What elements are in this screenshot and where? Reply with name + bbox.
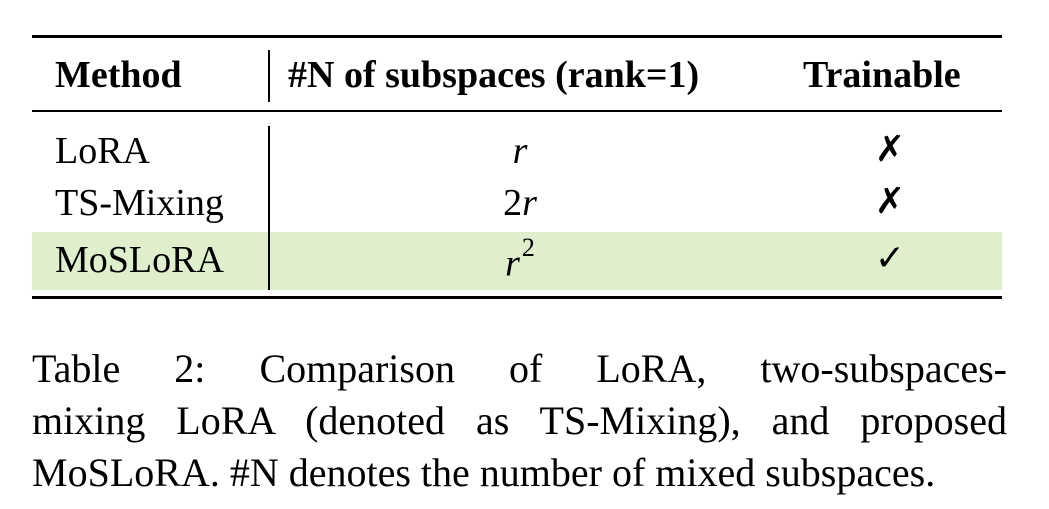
table-header-rule (32, 110, 1002, 112)
row-moslora-method: MoSLoRA (55, 239, 224, 281)
header-subspaces: #N of subspaces (rank=1) (288, 54, 700, 96)
body-column-divider (268, 126, 270, 290)
table-bottom-rule (32, 296, 1002, 299)
caption-line-1: Table 2: Comparison of LoRA, two-subspac… (32, 346, 1007, 391)
caption-line-2: mixing LoRA (denoted as TS-Mixing), and … (32, 398, 1007, 443)
row-lora-subspaces: r (512, 130, 528, 172)
row-moslora-subspaces: r2 (505, 233, 535, 285)
highlight-row-background (32, 232, 1002, 290)
header-column-divider (268, 50, 270, 102)
table-caption: Table 2: Comparison of LoRA, two-subspac… (32, 343, 1007, 499)
row-moslora-trainable-check-icon: ✓ (874, 238, 906, 279)
row-tsmixing-method: TS-Mixing (55, 182, 224, 224)
row-tsmixing-subspaces: 2r (503, 182, 537, 224)
header-method: Method (55, 54, 182, 96)
row-lora-method: LoRA (55, 130, 150, 172)
caption-line-3: MoSLoRA. #N denotes the number of mixed … (32, 450, 936, 495)
table-top-rule (32, 35, 1002, 38)
header-trainable: Trainable (803, 54, 961, 96)
row-lora-trainable-cross-icon: ✗ (874, 129, 906, 170)
row-tsmixing-trainable-cross-icon: ✗ (874, 181, 906, 222)
